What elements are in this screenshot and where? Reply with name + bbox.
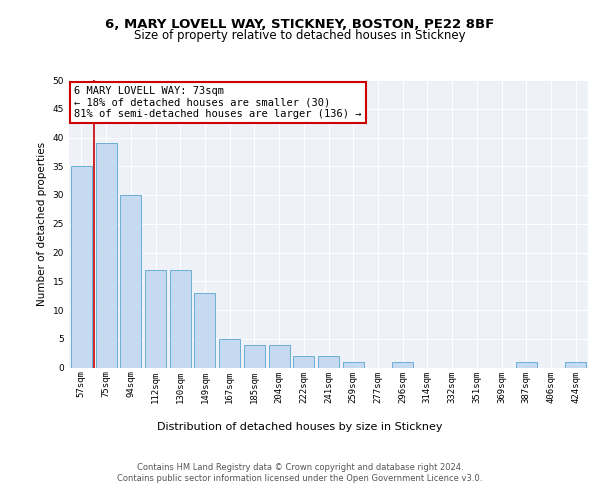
Bar xyxy=(269,344,290,368)
Bar xyxy=(170,270,191,368)
Text: Contains HM Land Registry data © Crown copyright and database right 2024.: Contains HM Land Registry data © Crown c… xyxy=(137,462,463,471)
Bar xyxy=(318,356,339,368)
Bar xyxy=(565,362,586,368)
Text: Contains public sector information licensed under the Open Government Licence v3: Contains public sector information licen… xyxy=(118,474,482,483)
Bar xyxy=(516,362,537,368)
Bar xyxy=(244,344,265,368)
Y-axis label: Number of detached properties: Number of detached properties xyxy=(37,142,47,306)
Bar xyxy=(71,166,92,368)
Bar xyxy=(293,356,314,368)
Bar xyxy=(219,339,240,368)
Bar xyxy=(194,292,215,368)
Text: Distribution of detached houses by size in Stickney: Distribution of detached houses by size … xyxy=(157,422,443,432)
Bar xyxy=(120,195,141,368)
Bar xyxy=(392,362,413,368)
Text: 6 MARY LOVELL WAY: 73sqm
← 18% of detached houses are smaller (30)
81% of semi-d: 6 MARY LOVELL WAY: 73sqm ← 18% of detach… xyxy=(74,86,362,119)
Text: Size of property relative to detached houses in Stickney: Size of property relative to detached ho… xyxy=(134,29,466,42)
Bar xyxy=(95,143,116,368)
Bar xyxy=(343,362,364,368)
Bar xyxy=(145,270,166,368)
Text: 6, MARY LOVELL WAY, STICKNEY, BOSTON, PE22 8BF: 6, MARY LOVELL WAY, STICKNEY, BOSTON, PE… xyxy=(106,18,494,30)
